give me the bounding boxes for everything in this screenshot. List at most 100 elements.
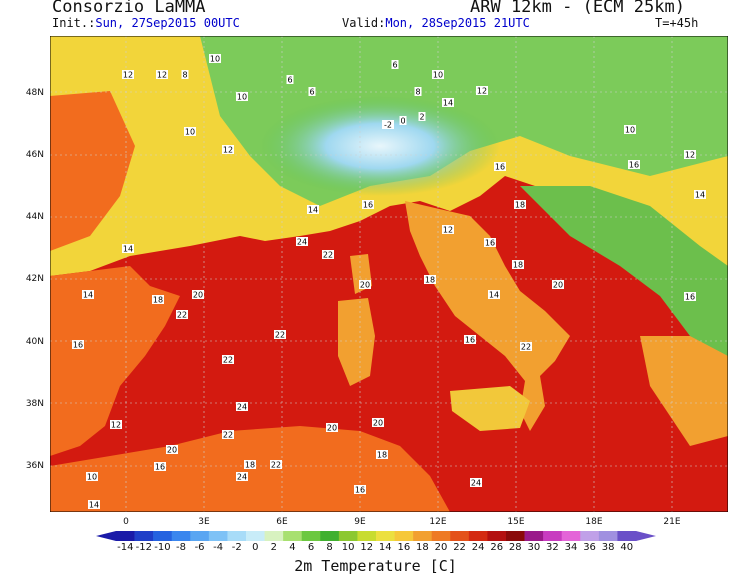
svg-text:-2: -2 — [384, 121, 392, 130]
lat-label: 38N — [26, 399, 44, 409]
colorbar-label: 28 — [508, 542, 522, 553]
svg-text:2: 2 — [419, 113, 424, 122]
svg-text:22: 22 — [177, 311, 187, 320]
svg-text:24: 24 — [237, 473, 247, 482]
colorbar-swatch — [227, 531, 247, 541]
svg-text:20: 20 — [553, 281, 563, 290]
svg-text:22: 22 — [271, 461, 281, 470]
svg-text:10: 10 — [210, 55, 220, 64]
temperature-value: 20 — [372, 418, 384, 428]
temperature-value: 22 — [222, 430, 234, 440]
colorbar-label: 0 — [252, 542, 259, 553]
temperature-value: 16 — [494, 162, 506, 172]
lon-label: 21E — [663, 517, 680, 527]
temperature-value: 12 — [476, 86, 488, 96]
colorbar-label: -14 — [117, 542, 134, 553]
svg-text:16: 16 — [363, 201, 373, 210]
colorbar-label: 8 — [326, 542, 333, 553]
svg-text:22: 22 — [275, 331, 285, 340]
svg-text:14: 14 — [89, 501, 99, 510]
svg-text:16: 16 — [155, 463, 165, 472]
temperature-value: 14 — [88, 500, 100, 510]
colorbar-label: 18 — [416, 542, 429, 553]
svg-text:10: 10 — [87, 473, 97, 482]
colorbar-label: -10 — [154, 542, 171, 553]
lon-label: 9E — [354, 517, 366, 527]
temperature-value: 10 — [184, 127, 196, 137]
svg-text:18: 18 — [245, 461, 255, 470]
colorbar-label: 36 — [583, 542, 596, 553]
colorbar-swatch — [394, 531, 414, 541]
lon-label: 6E — [276, 517, 288, 527]
temperature-value: 24 — [236, 402, 248, 412]
colorbar-swatch — [320, 531, 340, 541]
italy — [405, 201, 570, 431]
colorbar-swatch — [283, 531, 303, 541]
lat-label: 48N — [26, 88, 44, 98]
temperature-value: 22 — [274, 330, 286, 340]
lead-time: T=+45h — [655, 16, 699, 30]
colorbar-swatch — [487, 531, 507, 541]
temperature-value: 12 — [442, 225, 454, 235]
svg-text:6: 6 — [309, 88, 314, 97]
colorbar-label: -2 — [231, 542, 242, 553]
lat-label: 46N — [26, 150, 44, 160]
lon-label: 12E — [429, 517, 446, 527]
svg-text:22: 22 — [223, 356, 233, 365]
svg-text:16: 16 — [73, 341, 83, 350]
svg-text:12: 12 — [111, 421, 121, 430]
temperature-value: 6 — [286, 75, 294, 85]
colorbar-swatch — [413, 531, 433, 541]
colorbar-label: 32 — [546, 542, 559, 553]
temperature-value: 8 — [414, 87, 422, 97]
temperature-value: 10 — [209, 54, 221, 64]
lon-label: 3E — [198, 517, 210, 527]
svg-text:10: 10 — [625, 126, 635, 135]
colorbar-swatch — [450, 531, 470, 541]
colorbar-swatch — [524, 531, 544, 541]
temperature-value: 24 — [236, 472, 248, 482]
svg-text:14: 14 — [443, 99, 453, 108]
colorbar-swatch — [301, 531, 321, 541]
colorbar-label: 14 — [378, 542, 392, 553]
colorbar-swatch — [338, 531, 358, 541]
colorbar-label: -12 — [135, 542, 153, 553]
colorbar-label: 24 — [471, 542, 485, 553]
colorbar-swatch — [543, 531, 563, 541]
colorbar-swatch — [561, 531, 581, 541]
colorbar-swatch — [506, 531, 525, 541]
colorbar-label: 2 — [270, 542, 278, 553]
valid-label: Valid:Mon, 28Sep2015 21UTC — [342, 16, 530, 30]
lon-label: 18E — [585, 517, 602, 527]
temperature-value: 12 — [156, 70, 168, 80]
colorbar-title: 2m Temperature [C] — [294, 557, 457, 575]
temperature-value: 6 — [391, 60, 399, 70]
temperature-value: 16 — [354, 485, 366, 495]
svg-text:16: 16 — [495, 163, 505, 172]
svg-text:12: 12 — [123, 71, 133, 80]
temperature-value: 18 — [514, 200, 526, 210]
colorbar-swatch — [134, 531, 154, 541]
temperature-value: 18 — [244, 460, 256, 470]
colorbar-label: -4 — [213, 542, 224, 553]
temperature-value: 20 — [326, 423, 338, 433]
land-green-balkan — [520, 186, 728, 366]
temperature-value: 16 — [72, 340, 84, 350]
svg-text:16: 16 — [629, 161, 639, 170]
temperature-value: 18 — [152, 295, 164, 305]
colorbar-swatch — [376, 531, 395, 541]
temperature-value: 16 — [684, 292, 696, 302]
iberia — [50, 266, 180, 456]
graticule — [50, 36, 728, 512]
svg-text:10: 10 — [185, 128, 195, 137]
temperature-value: 12 — [684, 150, 696, 160]
temperature-value: 14 — [442, 98, 454, 108]
svg-text:10: 10 — [237, 93, 247, 102]
svg-text:16: 16 — [685, 293, 695, 302]
temperature-value: 14 — [307, 205, 319, 215]
temperature-value: 22 — [270, 460, 282, 470]
svg-text:12: 12 — [443, 226, 453, 235]
colorbar-label: 38 — [601, 542, 615, 553]
temperature-value: 18 — [376, 450, 388, 460]
header: Consorzio LaMMA ARW 12km - (ECM 25km) In… — [0, 0, 751, 36]
